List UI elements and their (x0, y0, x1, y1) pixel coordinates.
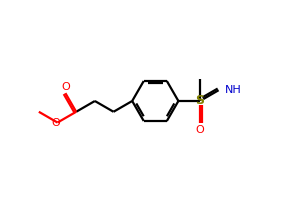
Text: O: O (52, 118, 60, 128)
Text: O: O (61, 82, 70, 92)
Text: O: O (196, 125, 204, 135)
Text: NH: NH (225, 85, 242, 95)
Text: S: S (196, 95, 205, 108)
